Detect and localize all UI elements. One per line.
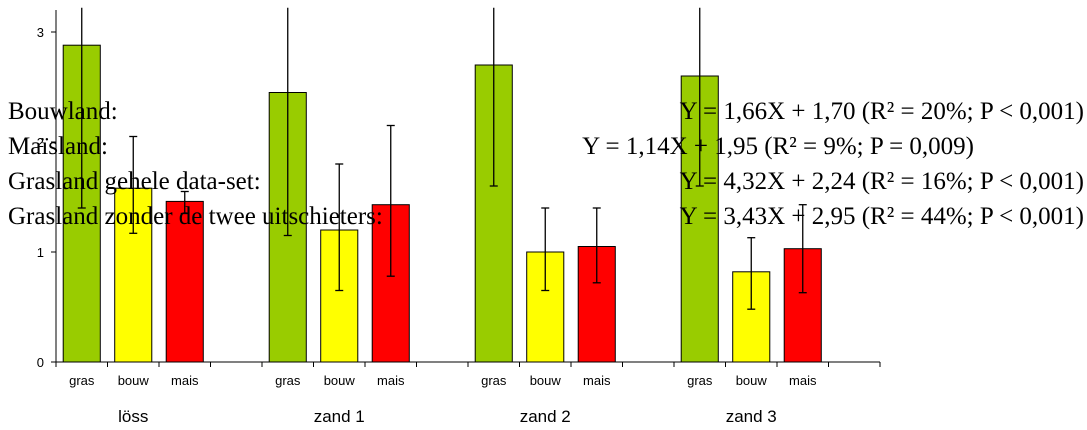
equation-row: Bouwland: Y = 1,66X + 1,70 (R² = 20%; P …: [8, 94, 1084, 129]
equation-row: Grasland gehele data-set: Y = 4,32X + 2,…: [8, 164, 1084, 199]
regression-equations: Bouwland: Y = 1,66X + 1,70 (R² = 20%; P …: [8, 94, 1084, 234]
x-category-label: bouw: [324, 373, 356, 388]
equation-label: Grasland gehele data-set:: [8, 168, 261, 195]
x-category-label: gras: [481, 373, 507, 388]
equation-formula: Y = 3,43X + 2,95 (R² = 44%; P < 0,001): [679, 203, 1084, 230]
equation-formula: Y = 4,32X + 2,24 (R² = 16%; P < 0,001): [679, 168, 1084, 195]
equation-label: Grasland zonder de twee uitschieters:: [8, 203, 383, 230]
y-tick-label: 1: [37, 245, 44, 260]
error-bars: [77, 7, 807, 310]
x-category-label: bouw: [530, 373, 562, 388]
equation-label: Bouwland:: [8, 98, 118, 125]
x-group-label: zand 1: [314, 407, 365, 426]
x-category-label: bouw: [736, 373, 768, 388]
x-category-label: mais: [789, 373, 817, 388]
equation-formula: Y = 1,66X + 1,70 (R² = 20%; P < 0,001): [679, 98, 1084, 125]
x-group-label: löss: [118, 407, 148, 426]
equation-row: Maïsland: Y = 1,14X + 1,95 (R² = 9%; P =…: [8, 129, 1084, 164]
x-category-label: gras: [69, 373, 95, 388]
x-group-label: zand 2: [520, 407, 571, 426]
y-tick-label: 3: [37, 25, 44, 40]
x-category-label: mais: [583, 373, 611, 388]
equation-label: Maïsland:: [8, 133, 108, 160]
y-tick-label: 0: [37, 355, 44, 370]
bar-mais: [165, 200, 204, 363]
x-category-label: gras: [275, 373, 301, 388]
labels: 0 1 2 3 gras bouw mais löss gras bouw mais zand 1 gr…: [37, 25, 817, 426]
x-group-label: zand 3: [726, 407, 777, 426]
equation-formula: Y = 1,14X + 1,95 (R² = 9%; P = 0,009): [582, 133, 974, 160]
x-category-label: bouw: [118, 373, 150, 388]
x-category-label: mais: [171, 373, 199, 388]
equation-row: Grasland zonder de twee uitschieters: Y …: [8, 199, 1084, 234]
y-tick-label: 2: [37, 135, 44, 150]
x-category-label: gras: [687, 373, 713, 388]
x-category-label: mais: [377, 373, 405, 388]
